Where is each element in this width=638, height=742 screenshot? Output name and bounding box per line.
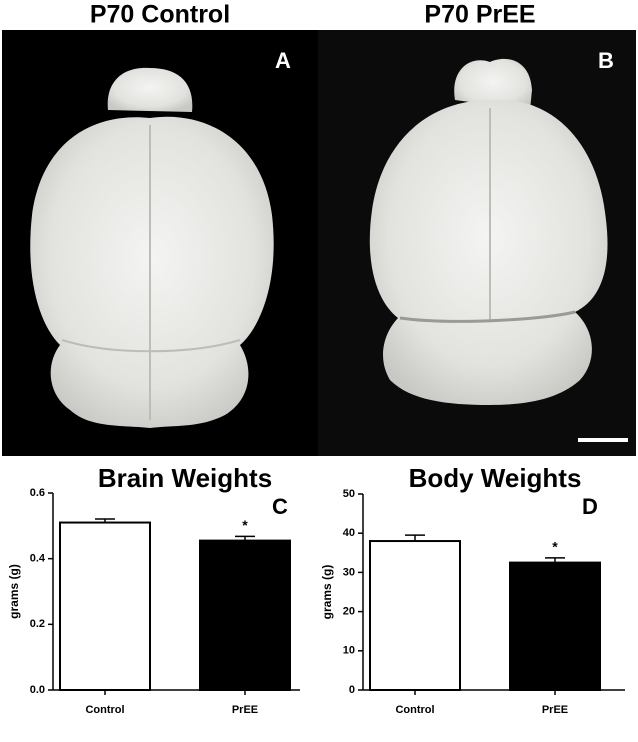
chart-title: Brain Weights xyxy=(98,463,272,493)
y-tick-label: 10 xyxy=(343,645,355,657)
y-tick-label: 40 xyxy=(343,527,355,539)
y-tick-label: 0.6 xyxy=(30,487,45,499)
panel-letter: A xyxy=(275,48,291,73)
y-tick-label: 0.0 xyxy=(30,684,45,696)
panel-letter: C xyxy=(272,494,288,519)
y-axis-label: grams (g) xyxy=(7,564,21,619)
bar xyxy=(509,561,601,691)
y-tick-label: 0.2 xyxy=(30,618,45,630)
bar xyxy=(59,521,151,691)
chart-title: Body Weights xyxy=(409,463,582,493)
y-axis-label: grams (g) xyxy=(320,565,334,620)
panel-letter: D xyxy=(582,494,598,519)
bar xyxy=(369,540,461,691)
y-tick-label: 30 xyxy=(343,566,355,578)
y-tick-label: 20 xyxy=(343,606,355,618)
y-tick-label: 0 xyxy=(349,684,355,696)
x-tick-label: PrEE xyxy=(542,704,568,716)
brain-photo xyxy=(30,67,274,429)
x-tick-label: PrEE xyxy=(232,704,258,716)
panel-title: P70 Control xyxy=(90,1,230,29)
x-tick-label: Control xyxy=(395,704,434,716)
panel-title: P70 PrEE xyxy=(424,1,535,29)
x-tick-label: Control xyxy=(85,704,124,716)
significance-marker: * xyxy=(552,539,558,555)
significance-marker: * xyxy=(242,517,248,533)
y-tick-label: 0.4 xyxy=(30,553,46,565)
y-tick-label: 50 xyxy=(343,488,355,500)
panel-letter: B xyxy=(598,48,614,73)
bar xyxy=(199,539,291,691)
brain-photo xyxy=(369,58,608,405)
